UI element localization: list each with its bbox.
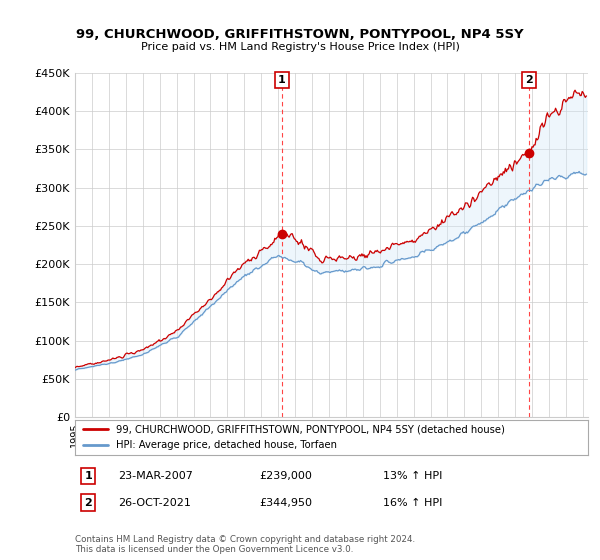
Text: Price paid vs. HM Land Registry's House Price Index (HPI): Price paid vs. HM Land Registry's House … [140, 42, 460, 52]
Text: Contains HM Land Registry data © Crown copyright and database right 2024.
This d: Contains HM Land Registry data © Crown c… [75, 535, 415, 554]
Text: 23-MAR-2007: 23-MAR-2007 [119, 471, 193, 481]
Text: HPI: Average price, detached house, Torfaen: HPI: Average price, detached house, Torf… [116, 440, 337, 450]
Text: 2: 2 [84, 498, 92, 507]
Text: 2: 2 [525, 75, 533, 85]
Text: £239,000: £239,000 [260, 471, 313, 481]
Text: 26-OCT-2021: 26-OCT-2021 [119, 498, 191, 507]
Text: 1: 1 [278, 75, 286, 85]
Text: 99, CHURCHWOOD, GRIFFITHSTOWN, PONTYPOOL, NP4 5SY (detached house): 99, CHURCHWOOD, GRIFFITHSTOWN, PONTYPOOL… [116, 424, 505, 435]
Text: 99, CHURCHWOOD, GRIFFITHSTOWN, PONTYPOOL, NP4 5SY: 99, CHURCHWOOD, GRIFFITHSTOWN, PONTYPOOL… [76, 28, 524, 41]
Text: 1: 1 [84, 471, 92, 481]
Text: 16% ↑ HPI: 16% ↑ HPI [383, 498, 442, 507]
Text: 13% ↑ HPI: 13% ↑ HPI [383, 471, 442, 481]
Text: £344,950: £344,950 [260, 498, 313, 507]
